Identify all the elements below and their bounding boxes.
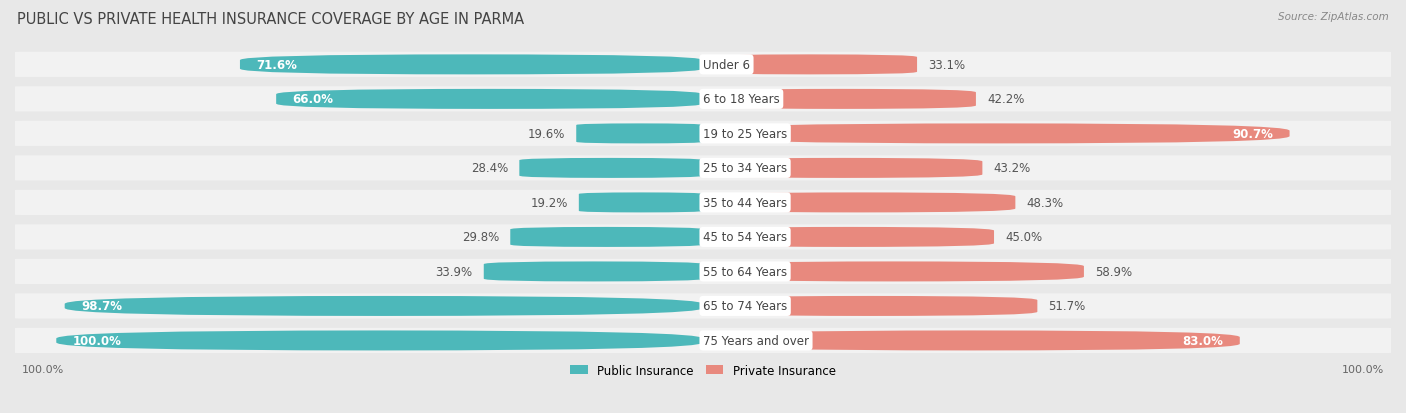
- FancyBboxPatch shape: [484, 262, 703, 282]
- FancyBboxPatch shape: [703, 159, 983, 178]
- Text: 35 to 44 Years: 35 to 44 Years: [703, 197, 787, 209]
- FancyBboxPatch shape: [703, 55, 917, 75]
- FancyBboxPatch shape: [15, 259, 1391, 284]
- FancyBboxPatch shape: [703, 124, 1289, 144]
- FancyBboxPatch shape: [703, 331, 1240, 351]
- Text: 25 to 34 Years: 25 to 34 Years: [703, 162, 787, 175]
- FancyBboxPatch shape: [519, 159, 703, 178]
- Legend: Public Insurance, Private Insurance: Public Insurance, Private Insurance: [571, 364, 835, 377]
- Text: 29.8%: 29.8%: [463, 231, 499, 244]
- Text: Source: ZipAtlas.com: Source: ZipAtlas.com: [1278, 12, 1389, 22]
- Text: 100.0%: 100.0%: [22, 364, 65, 374]
- Text: 28.4%: 28.4%: [471, 162, 509, 175]
- Text: 65 to 74 Years: 65 to 74 Years: [703, 300, 787, 313]
- Text: 58.9%: 58.9%: [1095, 265, 1132, 278]
- FancyBboxPatch shape: [15, 156, 1391, 181]
- FancyBboxPatch shape: [15, 294, 1391, 319]
- Text: 100.0%: 100.0%: [73, 334, 122, 347]
- Text: 19.2%: 19.2%: [530, 197, 568, 209]
- Text: PUBLIC VS PRIVATE HEALTH INSURANCE COVERAGE BY AGE IN PARMA: PUBLIC VS PRIVATE HEALTH INSURANCE COVER…: [17, 12, 524, 27]
- Text: 90.7%: 90.7%: [1232, 128, 1272, 140]
- FancyBboxPatch shape: [15, 328, 1391, 353]
- FancyBboxPatch shape: [579, 193, 703, 213]
- FancyBboxPatch shape: [703, 296, 1038, 316]
- Text: 19 to 25 Years: 19 to 25 Years: [703, 128, 787, 140]
- Text: 55 to 64 Years: 55 to 64 Years: [703, 265, 787, 278]
- Text: 33.9%: 33.9%: [436, 265, 472, 278]
- Text: 98.7%: 98.7%: [82, 300, 122, 313]
- Text: Under 6: Under 6: [703, 59, 749, 72]
- FancyBboxPatch shape: [15, 87, 1391, 112]
- FancyBboxPatch shape: [276, 90, 703, 109]
- Text: 83.0%: 83.0%: [1182, 334, 1223, 347]
- Text: 45.0%: 45.0%: [1005, 231, 1042, 244]
- Text: 75 Years and over: 75 Years and over: [703, 334, 808, 347]
- FancyBboxPatch shape: [703, 228, 994, 247]
- Text: 43.2%: 43.2%: [994, 162, 1031, 175]
- Text: 42.2%: 42.2%: [987, 93, 1025, 106]
- FancyBboxPatch shape: [703, 193, 1015, 213]
- FancyBboxPatch shape: [510, 228, 703, 247]
- Text: 51.7%: 51.7%: [1049, 300, 1085, 313]
- Text: 45 to 54 Years: 45 to 54 Years: [703, 231, 787, 244]
- Text: 100.0%: 100.0%: [1341, 364, 1384, 374]
- FancyBboxPatch shape: [703, 262, 1084, 282]
- FancyBboxPatch shape: [15, 225, 1391, 250]
- FancyBboxPatch shape: [15, 52, 1391, 78]
- FancyBboxPatch shape: [65, 296, 703, 316]
- Text: 48.3%: 48.3%: [1026, 197, 1063, 209]
- FancyBboxPatch shape: [240, 55, 703, 75]
- FancyBboxPatch shape: [703, 90, 976, 109]
- Text: 71.6%: 71.6%: [256, 59, 297, 72]
- FancyBboxPatch shape: [56, 331, 703, 351]
- FancyBboxPatch shape: [15, 121, 1391, 147]
- Text: 19.6%: 19.6%: [527, 128, 565, 140]
- Text: 66.0%: 66.0%: [292, 93, 333, 106]
- FancyBboxPatch shape: [15, 190, 1391, 216]
- FancyBboxPatch shape: [576, 124, 703, 144]
- Text: 6 to 18 Years: 6 to 18 Years: [703, 93, 780, 106]
- Text: 33.1%: 33.1%: [928, 59, 965, 72]
